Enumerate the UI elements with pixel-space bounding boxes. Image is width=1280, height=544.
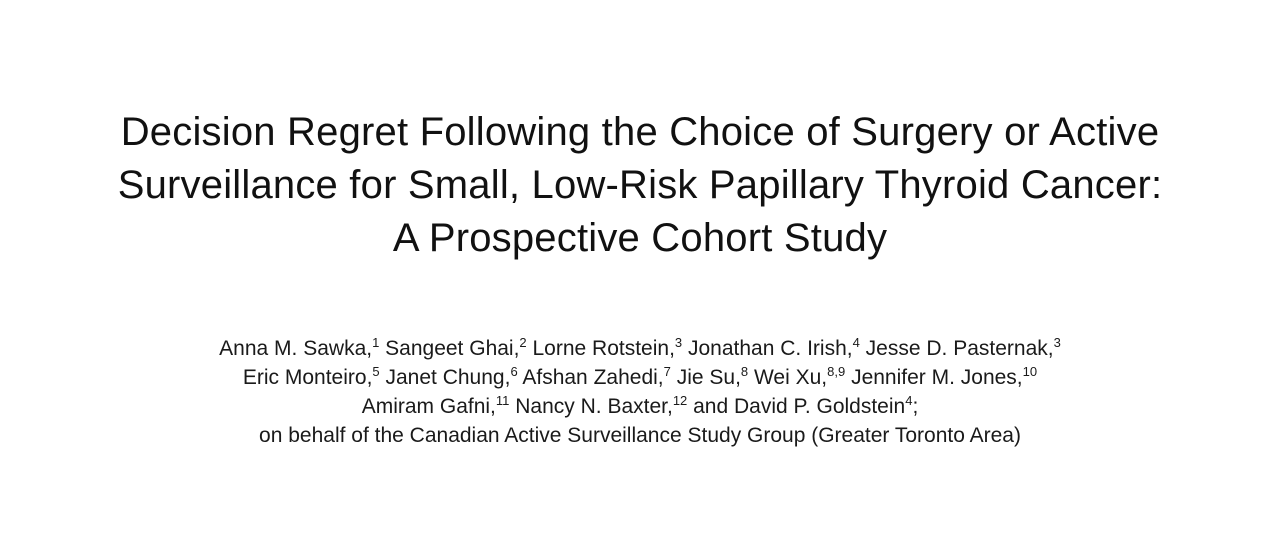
author-name: Lorne Rotstein,: [532, 337, 675, 360]
affiliation-mark: 2: [519, 335, 527, 350]
affiliation-mark: 7: [663, 364, 671, 379]
author-line-2: Eric Monteiro,5 Janet Chung,6 Afshan Zah…: [0, 363, 1280, 392]
author-entry: Eric Monteiro,5: [242, 364, 380, 389]
author-entry: and David P. Goldstein4;: [693, 393, 919, 418]
author-entry: Jonathan C. Irish,4: [688, 335, 860, 360]
affiliation-mark: 8,9: [827, 364, 846, 379]
author-name: Afshan Zahedi,: [522, 366, 664, 389]
author-name: Eric Monteiro,: [242, 366, 373, 389]
affiliation-mark: 11: [495, 393, 510, 408]
author-entry: Sangeet Ghai,2: [385, 335, 527, 360]
affiliation-mark: 5: [372, 364, 380, 379]
affiliation-mark: 4: [852, 335, 860, 350]
author-entry: Jesse D. Pasternak,3: [865, 335, 1061, 360]
affiliation-mark: 3: [1053, 335, 1061, 350]
author-name: Jennifer M. Jones,: [851, 366, 1023, 389]
author-entry: Afshan Zahedi,7: [522, 364, 671, 389]
author-list: Anna M. Sawka,1 Sangeet Ghai,2 Lorne Rot…: [0, 334, 1280, 450]
author-name: Jesse D. Pasternak,: [865, 337, 1054, 360]
author-name: Amiram Gafni,: [361, 395, 496, 418]
author-line-3: Amiram Gafni,11 Nancy N. Baxter,12 and D…: [0, 392, 1280, 421]
author-name: Sangeet Ghai,: [385, 337, 520, 360]
author-entry: Janet Chung,6: [385, 364, 518, 389]
author-name: Jie Su,: [676, 366, 741, 389]
author-entry: Jie Su,8: [676, 364, 749, 389]
affiliation-mark: 4: [905, 393, 913, 408]
author-entry: Lorne Rotstein,3: [532, 335, 683, 360]
author-entry: Jennifer M. Jones,10: [851, 364, 1038, 389]
author-entry: Wei Xu,8,9: [753, 364, 846, 389]
author-entry: Nancy N. Baxter,12: [515, 393, 688, 418]
affiliation-mark: 1: [372, 335, 380, 350]
affiliation-mark: 12: [672, 393, 688, 408]
affiliation-mark: 6: [510, 364, 518, 379]
author-line-1: Anna M. Sawka,1 Sangeet Ghai,2 Lorne Rot…: [0, 334, 1280, 363]
author-name: Nancy N. Baxter,: [515, 395, 673, 418]
author-entry: Anna M. Sawka,1: [219, 335, 380, 360]
affiliation-mark: 10: [1022, 364, 1038, 379]
author-name: and David P. Goldstein: [693, 395, 906, 418]
study-group-line: on behalf of the Canadian Active Surveil…: [259, 424, 1021, 447]
author-list-terminator: ;: [912, 395, 919, 418]
author-name: Jonathan C. Irish,: [688, 337, 853, 360]
author-name: Janet Chung,: [385, 366, 511, 389]
paper-title: Decision Regret Following the Choice of …: [0, 106, 1280, 265]
affiliation-mark: 8: [740, 364, 749, 379]
title-line-1: Decision Regret Following the Choice of …: [120, 110, 1160, 154]
title-line-2: Surveillance for Small, Low-Risk Papilla…: [117, 163, 1163, 207]
affiliation-mark: 3: [674, 335, 683, 350]
author-name: Wei Xu,: [753, 366, 828, 389]
author-entry: Amiram Gafni,11: [361, 393, 510, 418]
author-name: Anna M. Sawka,: [219, 337, 373, 360]
title-line-3: A Prospective Cohort Study: [392, 216, 888, 260]
